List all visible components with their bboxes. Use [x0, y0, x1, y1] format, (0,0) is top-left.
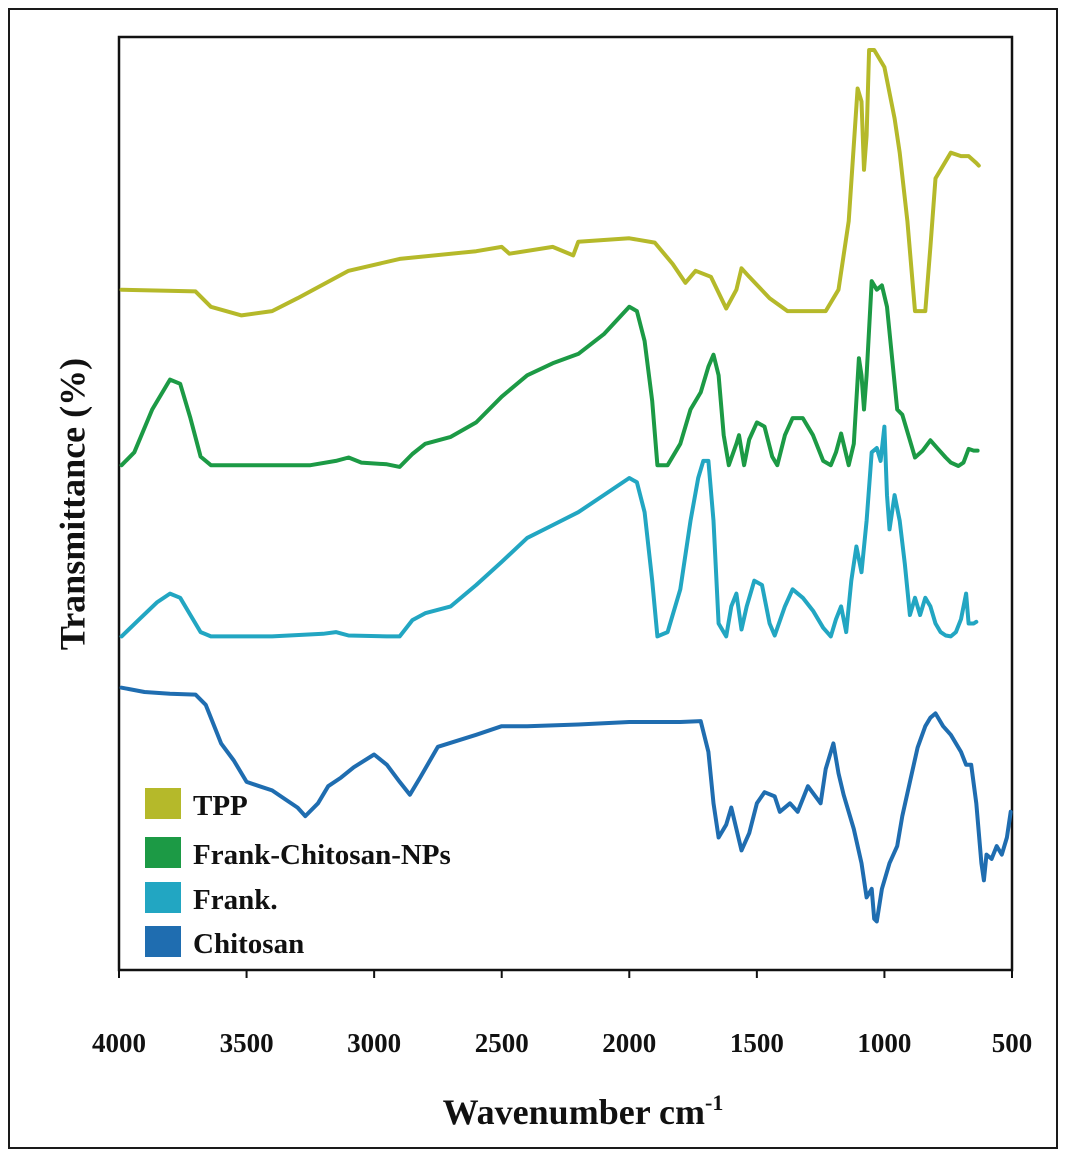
legend-swatch-tpp	[145, 788, 181, 819]
series-line-frank	[119, 424, 979, 639]
legend-label-tpp: TPP	[193, 790, 248, 822]
legend-swatch-frank-chitosan-nps	[145, 837, 181, 868]
legend-label-chitosan: Chitosan	[193, 928, 304, 960]
plot-area	[117, 35, 1014, 972]
series-line-chitosan	[119, 685, 1013, 924]
legend-label-frank-chitosan-nps: Frank-Chitosan-NPs	[193, 839, 451, 871]
x-axis-title: Wavenumber cm-1	[443, 1090, 724, 1132]
legend-swatch-frank	[145, 882, 181, 913]
x-tick-label-500: 500	[992, 1028, 1033, 1058]
x-tick-label-1000: 1000	[857, 1028, 911, 1058]
x-tick-label-3500: 3500	[220, 1028, 274, 1058]
x-tick-label-2000: 2000	[602, 1028, 656, 1058]
x-tick-label-2500: 2500	[475, 1028, 529, 1058]
legend-swatch-chitosan	[145, 926, 181, 957]
series-line-frank-chitosan-nps	[119, 279, 980, 469]
x-axis-title-superscript: -1	[705, 1090, 723, 1115]
legend: TPP Frank-Chitosan-NPs Frank. Chitosan	[145, 788, 451, 960]
x-tick-label-1500: 1500	[730, 1028, 784, 1058]
legend-label-frank: Frank.	[193, 884, 278, 916]
series-line-tpp	[119, 48, 981, 318]
y-axis-title: Transmittance (%)	[52, 358, 92, 650]
figure-frame	[8, 8, 1058, 1149]
x-tick-label-4000: 4000	[92, 1028, 146, 1058]
x-tick-label-3000: 3000	[347, 1028, 401, 1058]
x-axis-title-main: Wavenumber cm	[443, 1092, 705, 1132]
